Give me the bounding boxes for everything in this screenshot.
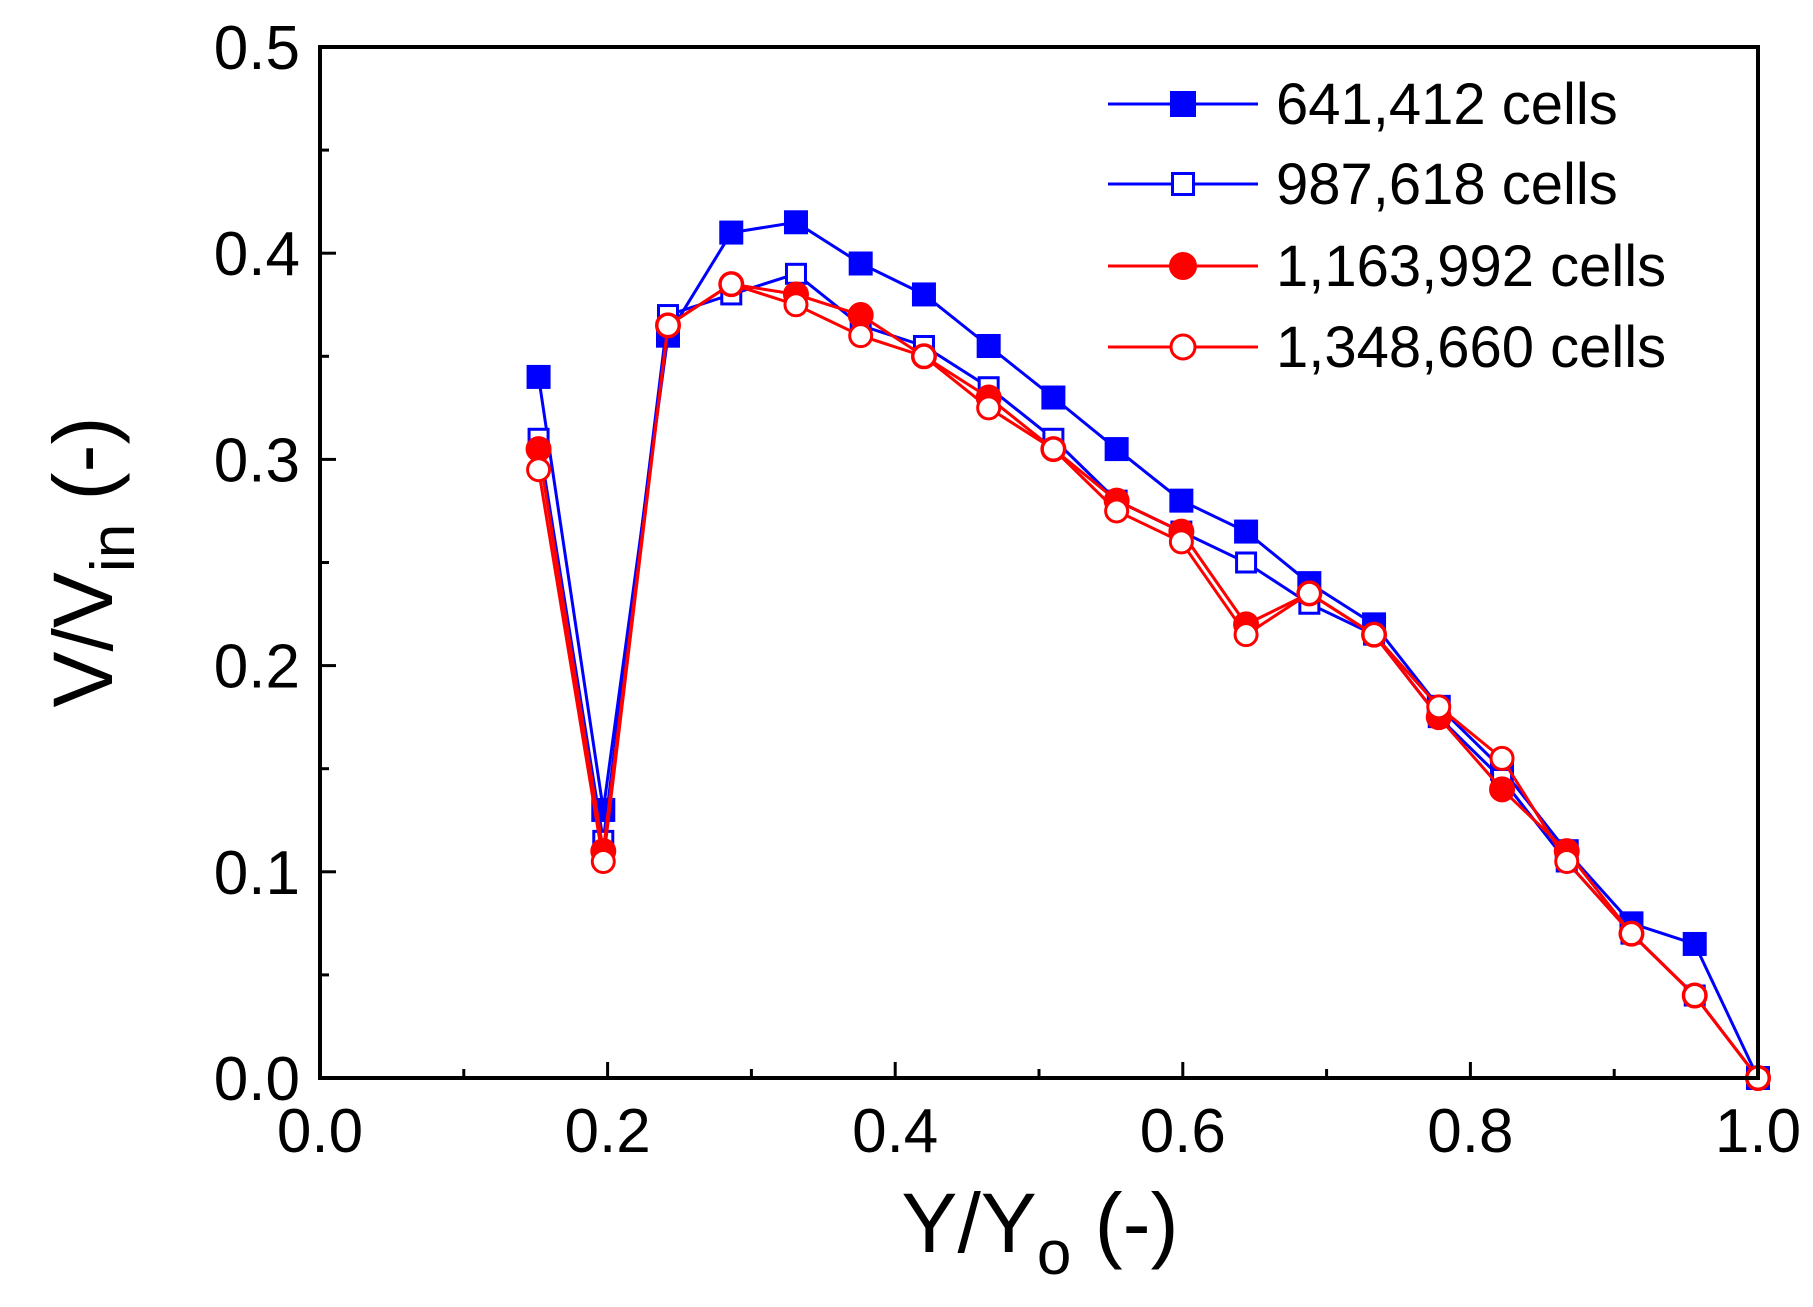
- x-tick-label: 0.6: [1140, 1097, 1226, 1166]
- x-axis-title-sub: o: [1037, 1219, 1071, 1288]
- y-axis-title-sub: in: [79, 524, 148, 572]
- y-axis-title: V/Vin (-): [36, 417, 148, 708]
- y-tick-label: 0.3: [214, 426, 300, 495]
- data-point: [526, 364, 551, 389]
- x-tick-label: 0.4: [852, 1097, 938, 1166]
- legend-marker: [1171, 172, 1195, 196]
- legend-item: 1,163,992 cells: [1108, 234, 1666, 299]
- data-point: [848, 251, 873, 276]
- data-point: [784, 262, 807, 285]
- legend: 641,412 cells 987,618 cells 1,163,992 cell…: [1108, 72, 1666, 380]
- data-point: [911, 282, 936, 307]
- data-point: [1682, 983, 1708, 1009]
- legend-marker: [1170, 91, 1196, 117]
- legend-item: 1,348,660 cells: [1108, 315, 1666, 380]
- x-axis-title-suffix: (-): [1071, 1176, 1178, 1270]
- data-point: [1041, 385, 1066, 410]
- data-point: [1682, 931, 1707, 956]
- data-point: [1235, 551, 1258, 574]
- legend-label: 1,163,992 cells: [1276, 234, 1666, 299]
- x-tick-label: 0.8: [1427, 1097, 1513, 1166]
- data-point: [1296, 580, 1322, 606]
- data-point: [719, 220, 744, 245]
- legend-label: 641,412 cells: [1276, 72, 1618, 137]
- data-point: [848, 323, 874, 349]
- data-point: [1234, 519, 1259, 544]
- legend-marker: [1169, 252, 1197, 280]
- plot-frame: [318, 45, 1760, 1080]
- data-point: [1040, 436, 1066, 462]
- y-tick-label: 0.4: [214, 220, 300, 289]
- data-point: [976, 333, 1001, 358]
- data-point: [1489, 776, 1516, 803]
- legend-item: 641,412 cells: [1108, 72, 1618, 137]
- legend-label: 1,348,660 cells: [1276, 315, 1666, 380]
- legend-marker: [1169, 333, 1197, 361]
- data-point: [1169, 488, 1194, 513]
- y-tick-label: 0.1: [214, 839, 300, 908]
- data-point: [590, 848, 616, 874]
- data-point: [783, 292, 809, 318]
- data-point: [655, 312, 681, 338]
- data-point: [1361, 622, 1387, 648]
- legend-label: 987,618 cells: [1276, 152, 1618, 217]
- series-4: [526, 271, 1771, 1091]
- data-point: [1489, 745, 1515, 771]
- y-tick-label: 0.0: [214, 1045, 300, 1114]
- data-point: [783, 210, 808, 235]
- data-point: [911, 343, 937, 369]
- x-tick-label: 0.2: [564, 1097, 650, 1166]
- data-point: [718, 271, 744, 297]
- y-axis-title-suffix: (-): [36, 417, 130, 524]
- x-tick-label: 1.0: [1715, 1097, 1801, 1166]
- data-point: [976, 395, 1002, 421]
- x-axis-title-main: Y/Y: [901, 1176, 1036, 1270]
- data-point: [1618, 921, 1644, 947]
- y-tick-label: 0.5: [214, 14, 300, 83]
- data-point: [1554, 848, 1580, 874]
- axis-ticks: 0.0 0.2 0.4 0.6 0.8 1.0 0.0 0.1 0.2 0.3 0.4 0.5: [214, 14, 1801, 1166]
- x-axis-title: Y/Yo (-): [901, 1176, 1178, 1288]
- y-tick-label: 0.2: [214, 633, 300, 702]
- y-axis-title-main: V/V: [36, 572, 130, 707]
- legend-item: 987,618 cells: [1108, 152, 1618, 217]
- data-point: [1104, 437, 1129, 462]
- data-point: [526, 457, 552, 483]
- data-point: [1426, 694, 1452, 720]
- data-point: [1233, 622, 1259, 648]
- data-point: [1104, 498, 1130, 524]
- data-point: [1168, 529, 1194, 555]
- x-tick-label: 0.0: [277, 1097, 363, 1166]
